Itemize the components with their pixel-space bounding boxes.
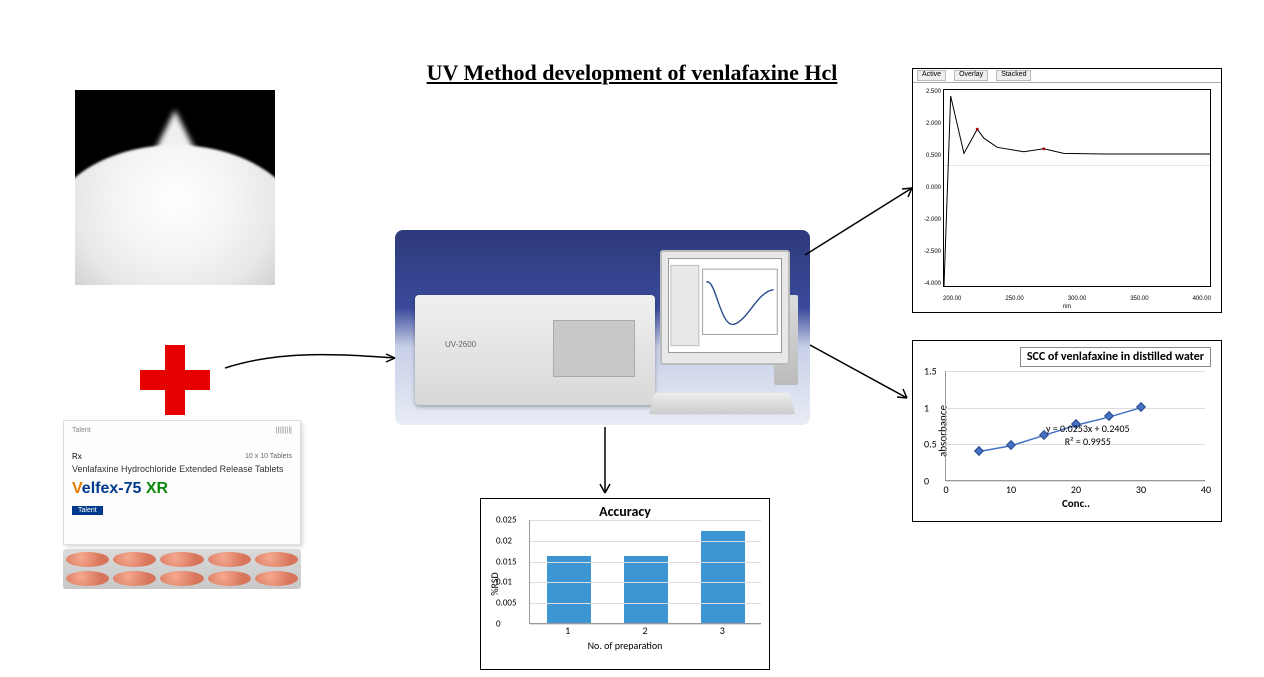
box-footer: Talent (72, 506, 103, 515)
product-description: Venlafaxine Hydrochloride Extended Relea… (72, 464, 292, 474)
arrow-to-accuracy (595, 425, 615, 500)
brand-name: Velfex-75 XR (72, 480, 292, 498)
accuracy-x-label: No. of preparation (489, 639, 761, 652)
blister-pack (63, 549, 301, 589)
tablet-count: 10 x 10 Tablets (72, 453, 292, 460)
uv-spectrum-panel: Active Overlay Stacked 2.500 2.000 0.500… (912, 68, 1222, 313)
spectrum-tabs: Active Overlay Stacked (913, 69, 1221, 83)
instrument-model: UV-2600 (445, 340, 476, 349)
accuracy-title: Accuracy (489, 503, 761, 520)
page-title: UV Method development of venlafaxine Hcl (427, 60, 838, 86)
uv-x-ticks: 200.00 250.00 300.00 350.00 400.00 (943, 296, 1211, 302)
arrow-to-uv-spectrum (800, 180, 920, 260)
arrow-to-scc (805, 340, 915, 405)
scc-chart-panel: SCC of venlafaxine in distilled water ab… (912, 340, 1222, 522)
spectrophotometer-image: UV-2600 (395, 230, 810, 425)
uv-x-label: nm (1063, 304, 1071, 310)
accuracy-chart-panel: Accuracy %RSD 00.0050.010.0150.020.025 1… (480, 498, 770, 670)
box-brand-logo: Talent (72, 427, 91, 434)
powder-image (75, 90, 275, 285)
arrow-inputs-to-instrument (220, 340, 405, 380)
scc-title: SCC of venlafaxine in distilled water (1020, 347, 1211, 367)
drug-product-image: Talent ||||||||| Rx 10 x 10 Tablets Venl… (63, 420, 301, 590)
scc-x-label: Conc.. (941, 497, 1211, 510)
plus-icon (140, 345, 210, 415)
